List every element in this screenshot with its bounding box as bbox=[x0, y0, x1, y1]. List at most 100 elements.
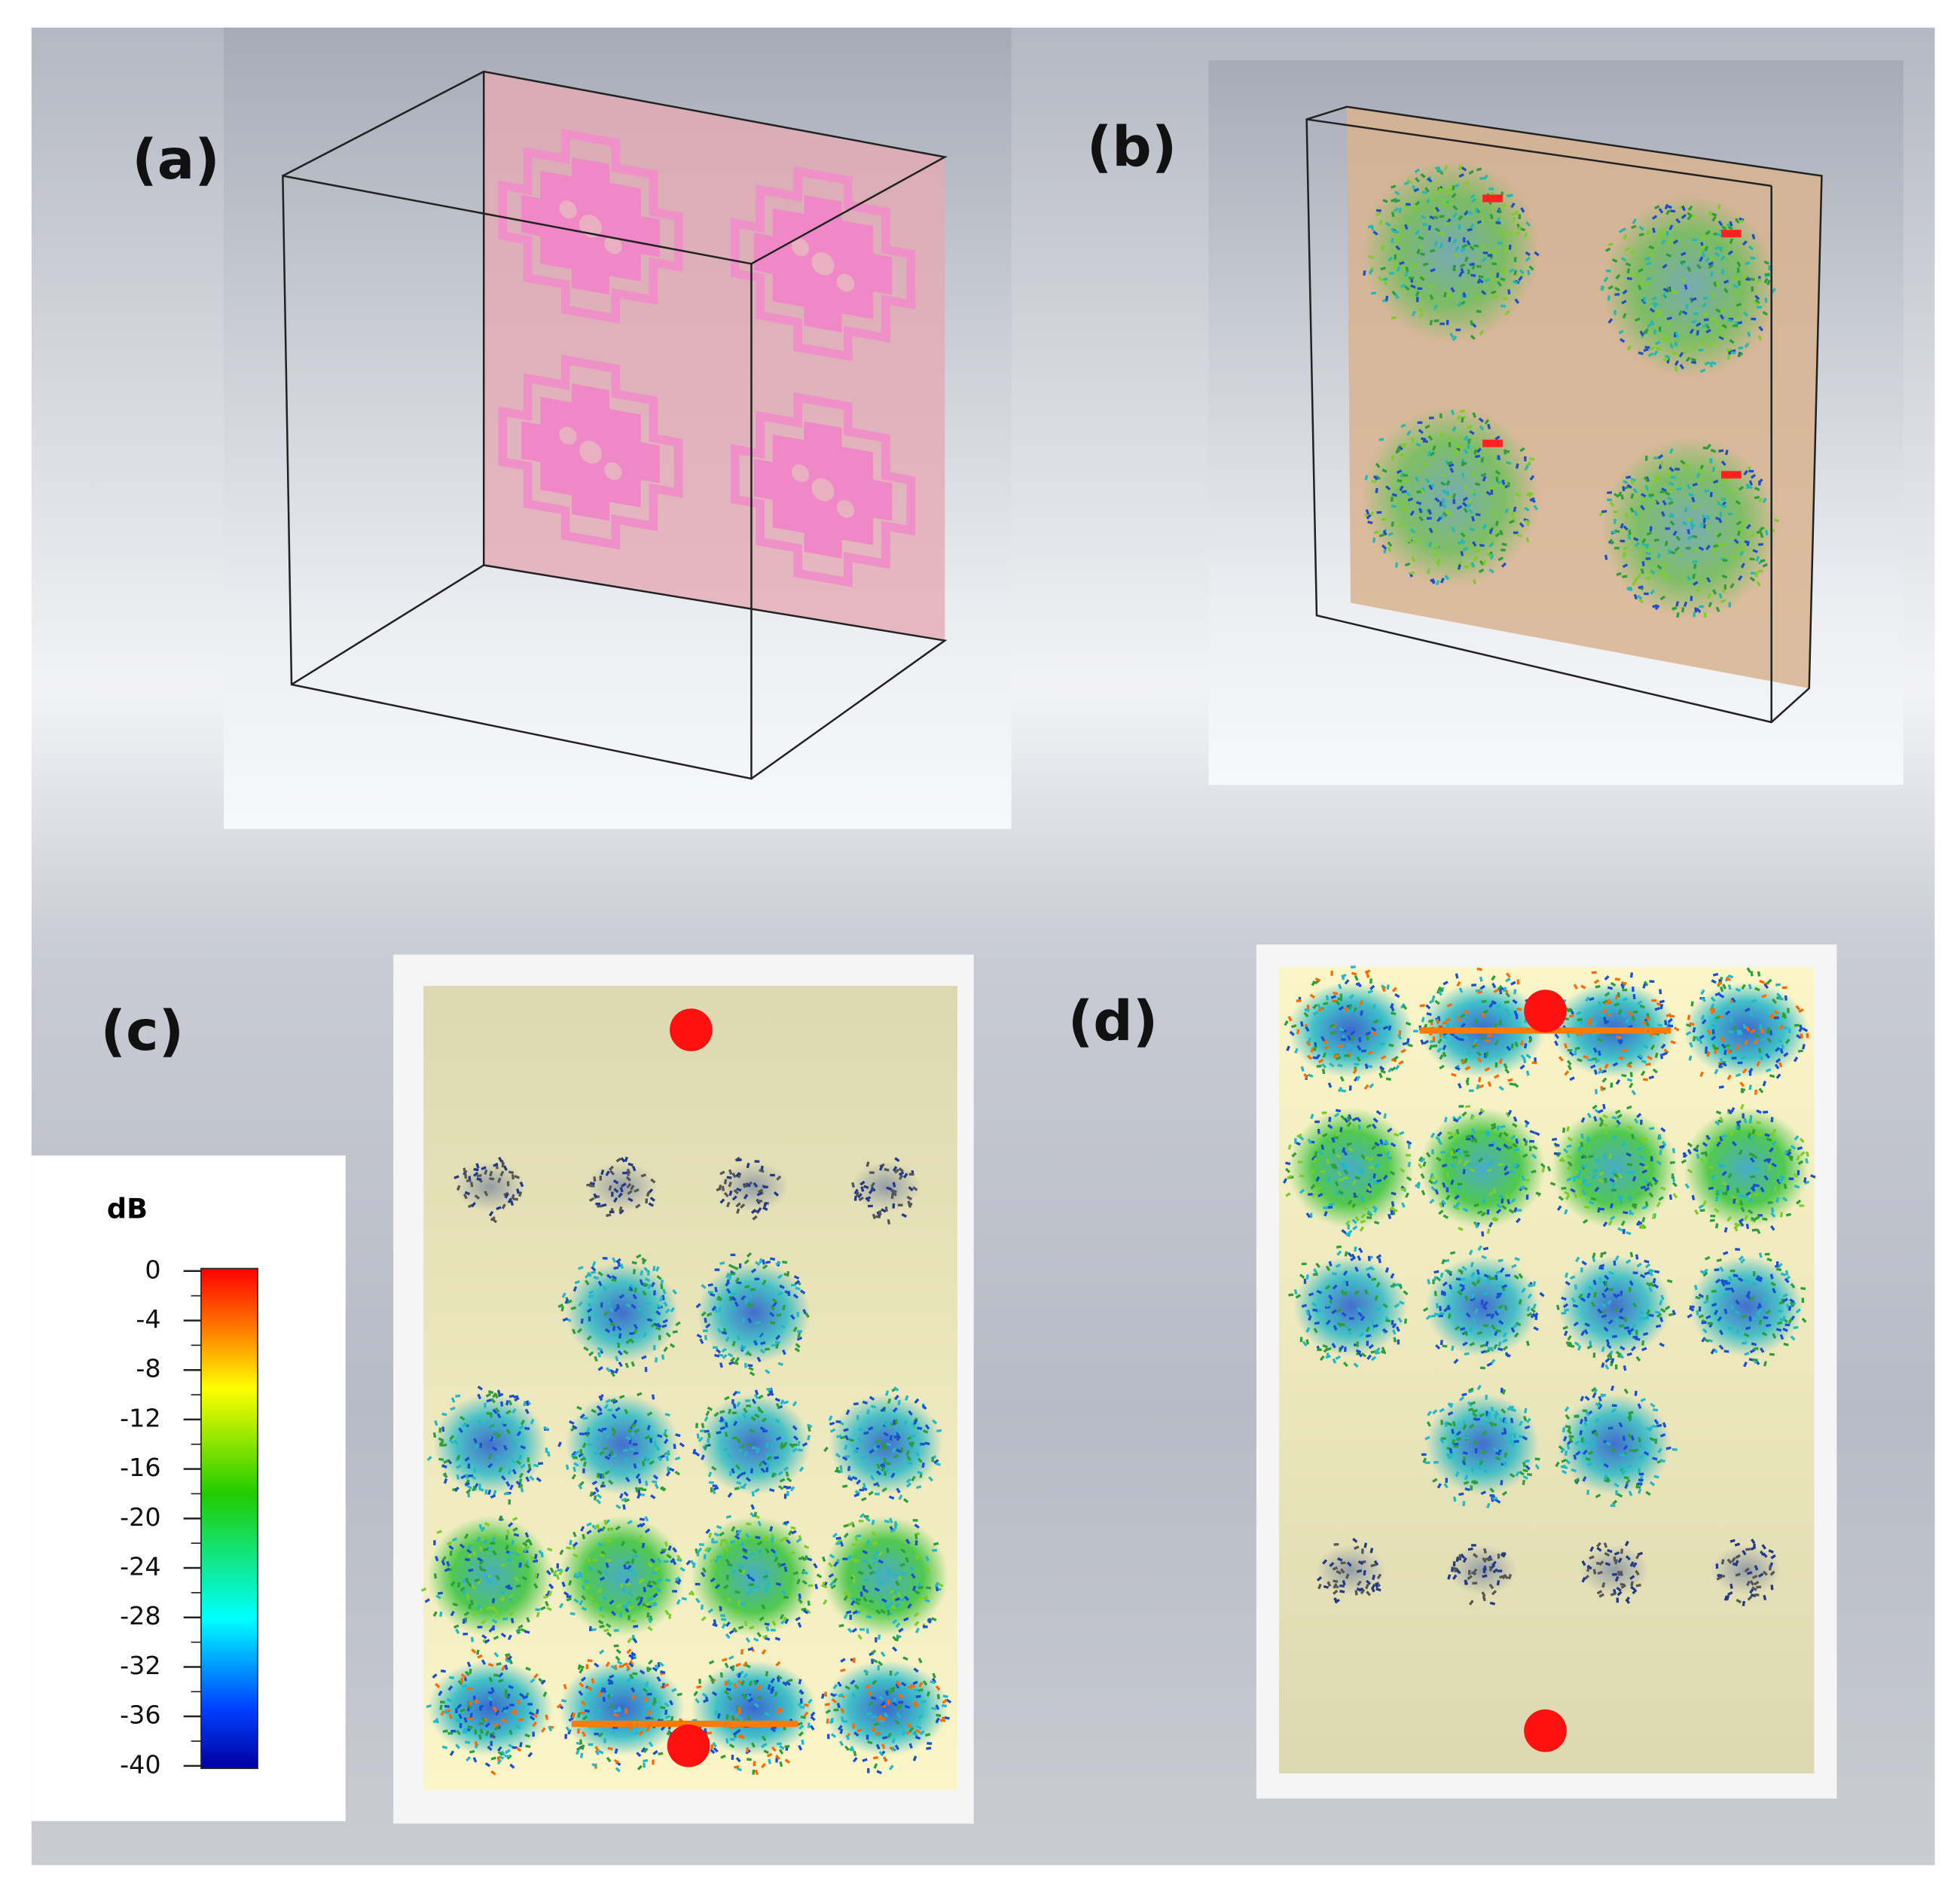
vector bbox=[503, 1492, 509, 1496]
vector bbox=[1622, 575, 1628, 578]
vector bbox=[906, 1195, 912, 1200]
vector bbox=[1525, 256, 1531, 262]
vector bbox=[1333, 1136, 1339, 1139]
vector bbox=[1733, 283, 1739, 289]
vector bbox=[1644, 346, 1650, 349]
vector bbox=[520, 1445, 527, 1450]
vector bbox=[695, 1423, 698, 1429]
vector bbox=[740, 1649, 743, 1655]
vector bbox=[1670, 209, 1676, 213]
vector bbox=[516, 1430, 522, 1437]
vector bbox=[467, 1492, 471, 1498]
vector bbox=[1751, 317, 1757, 321]
vector bbox=[1309, 1212, 1313, 1218]
vector bbox=[1457, 301, 1462, 307]
vector bbox=[1691, 319, 1697, 324]
vector bbox=[600, 1302, 603, 1308]
vector bbox=[1391, 237, 1394, 243]
vector bbox=[1683, 601, 1688, 608]
vector bbox=[1370, 291, 1377, 295]
vector bbox=[1645, 557, 1651, 560]
vector bbox=[603, 1310, 609, 1316]
vector bbox=[770, 1443, 774, 1449]
vector bbox=[733, 1189, 739, 1194]
vector bbox=[1496, 272, 1500, 278]
vector bbox=[860, 1186, 865, 1192]
vector bbox=[740, 1203, 746, 1209]
vector bbox=[1638, 585, 1644, 589]
vector bbox=[1427, 541, 1433, 547]
vector bbox=[1708, 317, 1715, 322]
vector bbox=[508, 1399, 513, 1406]
vector bbox=[679, 1442, 685, 1447]
vector bbox=[1736, 520, 1742, 526]
vector bbox=[1749, 277, 1755, 282]
vector bbox=[1632, 537, 1639, 541]
vector bbox=[473, 1171, 479, 1177]
vector bbox=[1711, 361, 1717, 366]
vector bbox=[633, 1451, 639, 1456]
port bbox=[667, 1724, 710, 1767]
vector bbox=[1747, 331, 1751, 337]
vector bbox=[674, 1470, 680, 1476]
vector bbox=[1497, 281, 1502, 287]
vector bbox=[1797, 1170, 1800, 1176]
vector bbox=[1644, 547, 1650, 552]
vector bbox=[639, 1493, 646, 1497]
vector bbox=[594, 1487, 600, 1493]
vector bbox=[1433, 319, 1439, 323]
vector bbox=[1592, 1057, 1598, 1061]
vector bbox=[600, 1484, 606, 1488]
vector bbox=[441, 1464, 447, 1469]
vector bbox=[1297, 1160, 1303, 1164]
vector bbox=[644, 1456, 649, 1462]
vector bbox=[1446, 437, 1452, 442]
vector bbox=[607, 1408, 612, 1412]
vector bbox=[1344, 1054, 1350, 1057]
vector bbox=[1500, 277, 1506, 282]
vector bbox=[1686, 575, 1692, 581]
vector bbox=[1378, 438, 1385, 441]
vector bbox=[501, 1203, 506, 1209]
vector bbox=[1472, 412, 1477, 418]
vector bbox=[721, 1347, 727, 1353]
vector bbox=[1479, 330, 1484, 336]
vector bbox=[473, 1167, 479, 1172]
vector bbox=[1375, 1307, 1381, 1311]
vector bbox=[1464, 181, 1470, 186]
vector bbox=[625, 1176, 632, 1182]
vector bbox=[1461, 462, 1467, 466]
vector bbox=[594, 1495, 597, 1501]
vector bbox=[490, 1398, 496, 1404]
vector bbox=[606, 1299, 611, 1305]
vector bbox=[1476, 278, 1482, 284]
vector bbox=[1449, 200, 1455, 206]
vector bbox=[578, 1484, 583, 1490]
vector bbox=[1366, 1216, 1372, 1219]
vector bbox=[711, 1305, 717, 1312]
vector bbox=[927, 1742, 933, 1745]
vector bbox=[643, 1267, 649, 1273]
vector bbox=[439, 1700, 445, 1704]
vector bbox=[487, 1462, 493, 1469]
vector bbox=[518, 1472, 524, 1478]
vector bbox=[1613, 1124, 1617, 1130]
vector bbox=[1503, 247, 1509, 253]
vector bbox=[1463, 483, 1468, 490]
vector bbox=[500, 1401, 504, 1407]
vector bbox=[1491, 508, 1496, 515]
vector bbox=[1489, 213, 1494, 220]
vector bbox=[1518, 214, 1522, 220]
vector bbox=[623, 1491, 629, 1497]
vector bbox=[1528, 1284, 1533, 1287]
vector bbox=[898, 1167, 904, 1173]
vector bbox=[1404, 562, 1411, 567]
vector bbox=[1624, 512, 1629, 519]
vector bbox=[1419, 276, 1425, 282]
vector bbox=[1626, 268, 1631, 274]
vector bbox=[1418, 516, 1424, 522]
vector bbox=[1377, 276, 1383, 282]
blob bbox=[565, 1394, 679, 1495]
vector bbox=[572, 1456, 578, 1459]
vector bbox=[715, 1348, 722, 1354]
